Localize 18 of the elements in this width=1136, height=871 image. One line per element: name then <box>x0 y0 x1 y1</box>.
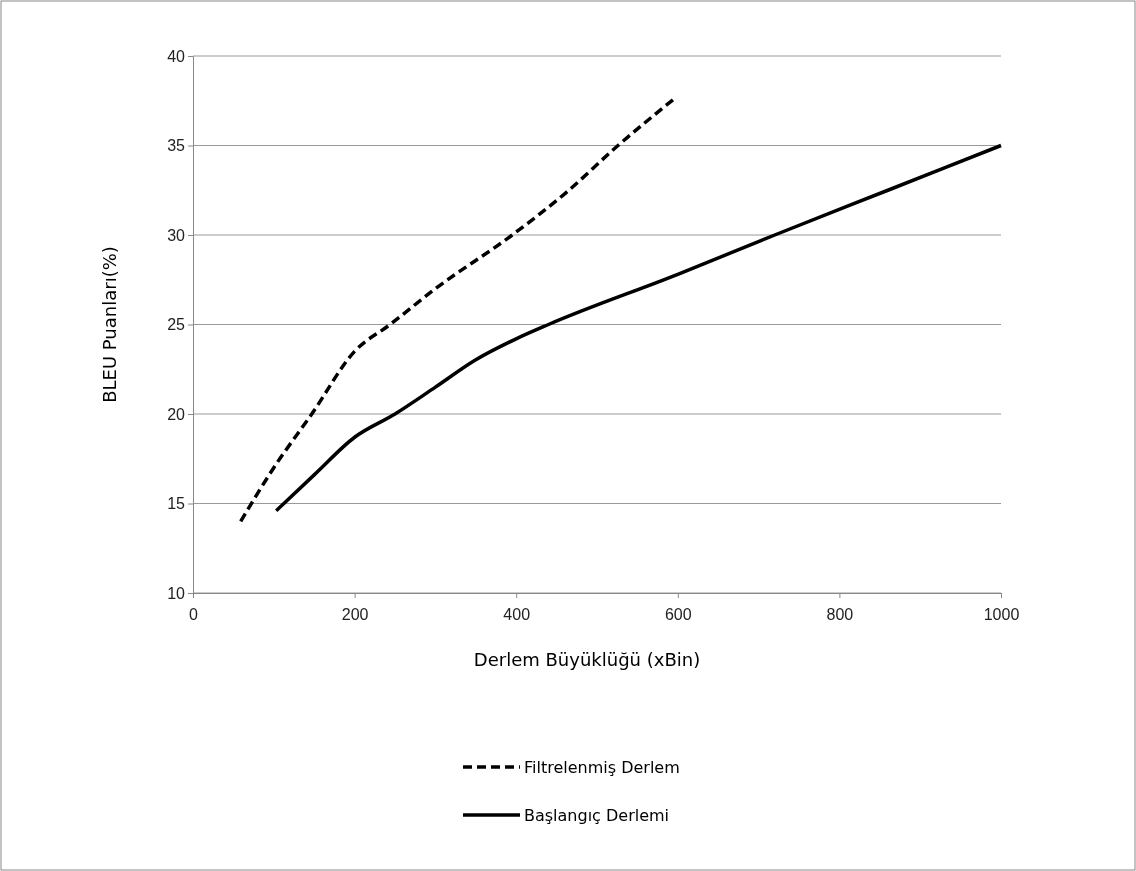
y-tick-label: 25 <box>167 316 186 334</box>
y-tick-label: 35 <box>167 137 186 155</box>
legend-label: Filtrelenmiş Derlem <box>524 758 680 777</box>
y-tick-label: 20 <box>167 405 186 423</box>
y-axis-title: BLEU Puanları(%) <box>99 246 120 403</box>
y-tick-label: 30 <box>167 226 186 244</box>
y-tick-label: 15 <box>167 495 186 513</box>
x-tick-label: 600 <box>664 606 692 624</box>
line-series <box>274 143 1003 513</box>
x-axis-title: Derlem Büyüklüğü (xBin) <box>473 649 701 670</box>
legend-label: Başlangıç Derlemi <box>524 806 670 825</box>
y-tick-label: 40 <box>167 47 186 65</box>
x-tick-label: 1000 <box>983 606 1020 624</box>
x-tick-label: 800 <box>826 606 854 624</box>
x-tick-label: 0 <box>189 606 199 624</box>
y-tick-label: 10 <box>167 584 186 602</box>
x-tick-label: 200 <box>341 606 369 624</box>
x-tick-label: 400 <box>503 606 531 624</box>
